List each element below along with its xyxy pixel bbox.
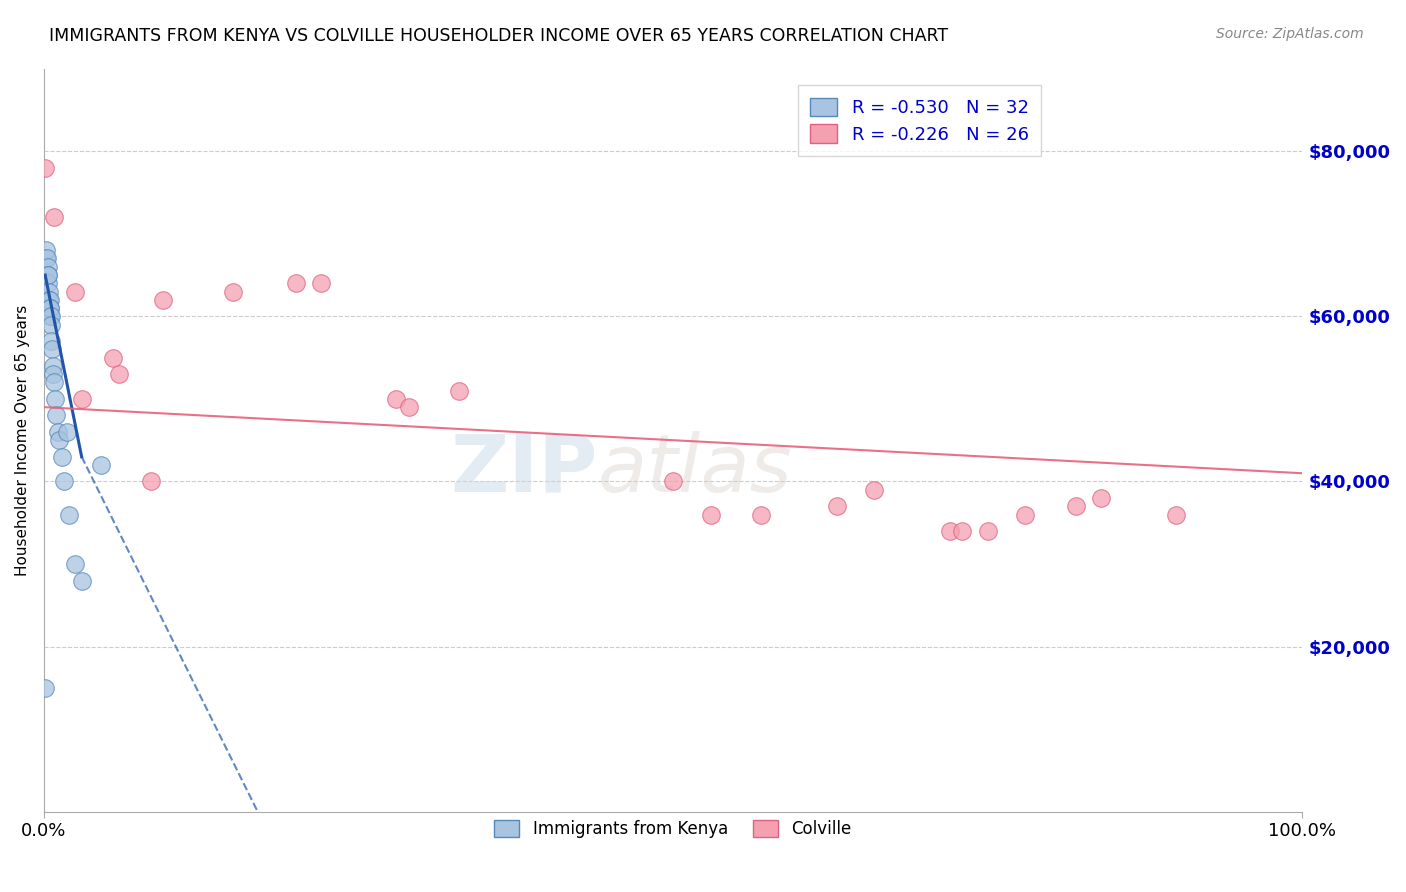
Point: [42, 376, 65, 390]
Point: [39, 310, 62, 324]
Point: [108, 367, 131, 381]
Point: [42, 367, 65, 381]
Point: [34, 681, 56, 695]
Point: [385, 392, 408, 406]
Point: [38, 293, 60, 307]
Text: Source: ZipAtlas.com: Source: ZipAtlas.com: [1216, 27, 1364, 41]
Point: [51, 450, 73, 464]
Point: [101, 351, 124, 365]
Point: [37, 268, 59, 282]
Point: [58, 508, 80, 522]
Point: [38, 293, 60, 307]
Point: [950, 524, 973, 538]
Point: [662, 475, 685, 489]
Point: [825, 500, 848, 514]
Point: [1064, 500, 1087, 514]
Point: [39, 310, 62, 324]
Point: [35, 244, 58, 258]
Point: [42, 210, 65, 224]
Point: [939, 524, 962, 538]
Point: [41, 359, 63, 373]
Point: [41, 343, 63, 357]
Point: [39, 318, 62, 332]
Point: [35, 252, 58, 266]
Point: [284, 277, 307, 291]
Point: [70, 574, 93, 588]
Point: [309, 277, 332, 291]
Point: [37, 260, 59, 274]
Point: [38, 285, 60, 299]
Point: [37, 268, 59, 282]
Point: [1014, 508, 1036, 522]
Point: [152, 293, 174, 307]
Legend: Immigrants from Kenya, Colville: Immigrants from Kenya, Colville: [488, 813, 858, 845]
Point: [65, 557, 87, 571]
Point: [70, 392, 93, 406]
Text: ZIP: ZIP: [450, 431, 598, 509]
Point: [53, 475, 76, 489]
Text: atlas: atlas: [598, 431, 792, 509]
Point: [41, 334, 63, 348]
Y-axis label: Householder Income Over 65 years: Householder Income Over 65 years: [15, 304, 30, 576]
Point: [38, 301, 60, 315]
Point: [89, 458, 111, 472]
Point: [35, 252, 58, 266]
Point: [39, 301, 62, 315]
Point: [34, 161, 56, 175]
Point: [55, 425, 77, 439]
Point: [46, 425, 69, 439]
Point: [65, 285, 87, 299]
Point: [44, 392, 66, 406]
Point: [45, 409, 67, 423]
Point: [1166, 508, 1188, 522]
Point: [749, 508, 772, 522]
Point: [699, 508, 721, 522]
Point: [37, 277, 59, 291]
Point: [398, 400, 420, 414]
Point: [863, 483, 886, 497]
Text: IMMIGRANTS FROM KENYA VS COLVILLE HOUSEHOLDER INCOME OVER 65 YEARS CORRELATION C: IMMIGRANTS FROM KENYA VS COLVILLE HOUSEH…: [49, 27, 948, 45]
Point: [449, 384, 471, 398]
Point: [139, 475, 162, 489]
Point: [221, 285, 243, 299]
Point: [48, 433, 70, 447]
Point: [976, 524, 998, 538]
Point: [1090, 491, 1112, 505]
